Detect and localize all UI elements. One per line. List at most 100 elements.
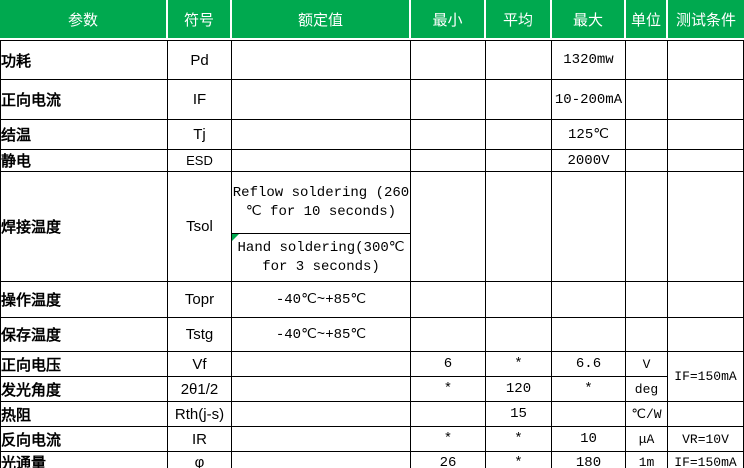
hand-line2: for 3 seconds) bbox=[262, 258, 380, 275]
cell-symbol: 2θ1/2 bbox=[168, 377, 232, 402]
cell-symbol: IR bbox=[168, 427, 232, 452]
header-min: 最小 bbox=[411, 0, 486, 40]
cell-min bbox=[411, 120, 486, 150]
row-angle: 发光角度 2θ1/2 * 120 * deg bbox=[0, 377, 744, 402]
header-symbol: 符号 bbox=[168, 0, 232, 40]
row-pd: 功耗 Pd 1320mw bbox=[0, 40, 744, 80]
cell-cond bbox=[668, 120, 744, 150]
cell-min bbox=[411, 40, 486, 80]
cell-unit bbox=[626, 80, 668, 120]
row-esd: 静电 ESD 2000V bbox=[0, 150, 744, 172]
cell-unit: 1m bbox=[626, 452, 668, 468]
cell-rated bbox=[232, 402, 411, 427]
row-tj: 结温 Tj 125℃ bbox=[0, 120, 744, 150]
cell-param: 正向电流 bbox=[0, 80, 168, 120]
cell-min bbox=[411, 150, 486, 172]
cell-max: 10-200mA bbox=[552, 80, 626, 120]
cell-max bbox=[552, 402, 626, 427]
cell-avg: * bbox=[486, 352, 552, 377]
cell-max bbox=[552, 172, 626, 282]
row-ir: 反向电流 IR * * 10 μA VR=10V bbox=[0, 427, 744, 452]
row-tsol-reflow: 焊接温度 Tsol Reflow soldering (260 ℃ for 10… bbox=[0, 172, 744, 282]
cell-param: 操作温度 bbox=[0, 282, 168, 318]
cell-rated: -40℃~+85℃ bbox=[232, 282, 411, 318]
cell-cond bbox=[668, 150, 744, 172]
cell-min bbox=[411, 172, 486, 282]
cell-cond bbox=[668, 172, 744, 282]
cell-unit: deg bbox=[626, 377, 668, 402]
cell-max: 6.6 bbox=[552, 352, 626, 377]
cell-max bbox=[552, 282, 626, 318]
cell-rated bbox=[232, 80, 411, 120]
cell-symbol: Tsol bbox=[168, 172, 232, 282]
cell-unit bbox=[626, 318, 668, 352]
cell-max: 125℃ bbox=[552, 120, 626, 150]
cell-max: * bbox=[552, 377, 626, 402]
cell-unit bbox=[626, 172, 668, 282]
cell-avg bbox=[486, 150, 552, 172]
row-tstg: 保存温度 Tstg -40℃~+85℃ bbox=[0, 318, 744, 352]
cell-cond: IF=150mA bbox=[668, 452, 744, 468]
cell-rated-hand: Hand soldering(300℃ for 3 seconds) bbox=[232, 234, 411, 282]
cell-rated bbox=[232, 40, 411, 80]
cell-symbol: Vf bbox=[168, 352, 232, 377]
cell-cond: IF=150mA bbox=[668, 352, 744, 402]
cell-unit bbox=[626, 40, 668, 80]
cell-max: 180 bbox=[552, 452, 626, 468]
cell-avg bbox=[486, 40, 552, 80]
cell-symbol: Rth(j-s) bbox=[168, 402, 232, 427]
cell-avg bbox=[486, 282, 552, 318]
cell-rated bbox=[232, 352, 411, 377]
cell-avg: * bbox=[486, 427, 552, 452]
cell-unit bbox=[626, 150, 668, 172]
cell-min bbox=[411, 282, 486, 318]
row-flux: 光通量 φ 26 * 180 1m IF=150mA bbox=[0, 452, 744, 468]
cell-param: 保存温度 bbox=[0, 318, 168, 352]
cell-min: 26 bbox=[411, 452, 486, 468]
cell-param: 热阻 bbox=[0, 402, 168, 427]
cell-unit: μA bbox=[626, 427, 668, 452]
cell-min: * bbox=[411, 427, 486, 452]
row-rth: 热阻 Rth(j-s) 15 ℃/W bbox=[0, 402, 744, 427]
cell-param: 功耗 bbox=[0, 40, 168, 80]
cell-min: * bbox=[411, 377, 486, 402]
cell-avg bbox=[486, 80, 552, 120]
cell-min bbox=[411, 402, 486, 427]
cell-symbol: Pd bbox=[168, 40, 232, 80]
cell-cond bbox=[668, 80, 744, 120]
cell-unit: ℃/W bbox=[626, 402, 668, 427]
cell-max bbox=[552, 318, 626, 352]
row-tsol-hand: Hand soldering(300℃ for 3 seconds) bbox=[0, 234, 744, 282]
header-row: 参数 符号 额定值 最小 平均 最大 单位 测试条件 bbox=[0, 0, 744, 40]
cell-cond: VR=10V bbox=[668, 427, 744, 452]
cell-param: 静电 bbox=[0, 150, 168, 172]
cell-avg bbox=[486, 172, 552, 282]
cell-max: 1320mw bbox=[552, 40, 626, 80]
cell-param: 正向电压 bbox=[0, 352, 168, 377]
reflow-line1: Reflow soldering (260 bbox=[232, 184, 410, 201]
cell-max: 2000V bbox=[552, 150, 626, 172]
cell-rated bbox=[232, 377, 411, 402]
cell-avg: 120 bbox=[486, 377, 552, 402]
cell-unit bbox=[626, 120, 668, 150]
header-cond: 测试条件 bbox=[668, 0, 744, 40]
hand-line1: Hand soldering(300℃ bbox=[237, 239, 405, 256]
cell-unit bbox=[626, 282, 668, 318]
row-topr: 操作温度 Topr -40℃~+85℃ bbox=[0, 282, 744, 318]
row-if: 正向电流 IF 10-200mA bbox=[0, 80, 744, 120]
cell-avg: * bbox=[486, 452, 552, 468]
cell-rated bbox=[232, 120, 411, 150]
cell-min bbox=[411, 80, 486, 120]
cell-cond bbox=[668, 318, 744, 352]
header-max: 最大 bbox=[552, 0, 626, 40]
cell-symbol: φ bbox=[168, 452, 232, 468]
cell-param: 光通量 bbox=[0, 452, 168, 468]
header-unit: 单位 bbox=[626, 0, 668, 40]
header-param: 参数 bbox=[0, 0, 168, 40]
header-avg: 平均 bbox=[486, 0, 552, 40]
cell-min bbox=[411, 318, 486, 352]
cell-rated bbox=[232, 427, 411, 452]
cell-param: 发光角度 bbox=[0, 377, 168, 402]
